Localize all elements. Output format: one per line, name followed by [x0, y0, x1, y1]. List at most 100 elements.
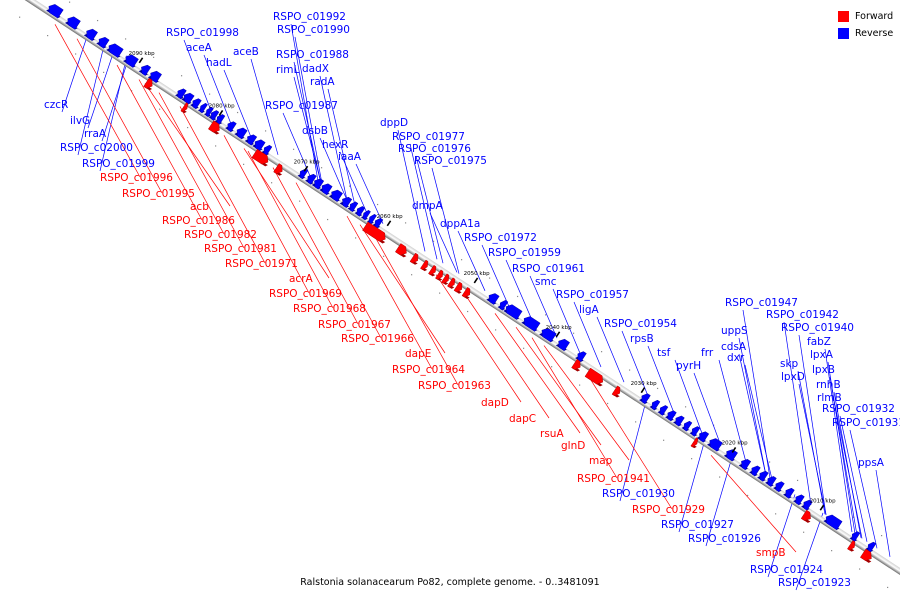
leader-line: [494, 313, 581, 434]
leader-line: [839, 415, 868, 542]
forward-gene: [447, 277, 456, 289]
axis-dot: [68, 1, 71, 3]
forward-gene-label: RSPO_c01964: [392, 364, 465, 376]
reverse-gene-label: RSPO_c01923: [778, 577, 851, 589]
axis-dot: [208, 93, 211, 95]
reverse-gene: [497, 300, 509, 311]
forward-gene: [441, 273, 450, 285]
forward-gene: [420, 259, 429, 272]
reverse-gene-label: dmpA: [412, 200, 444, 212]
forward-gene: [571, 359, 581, 372]
leader-line: [718, 359, 747, 463]
leader-line: [596, 316, 625, 383]
reverse-gene-label: hadL: [206, 57, 232, 69]
reverse-gene: [261, 145, 273, 156]
forward-gene-label: RSPO_c01941: [577, 473, 650, 485]
reverse-gene-label: rraA: [84, 128, 107, 140]
reverse-swatch: [838, 28, 849, 39]
reverse-gene-label: smc: [535, 276, 557, 288]
forward-gene-label: RSPO_c01969: [269, 288, 342, 300]
forward-gene-label: RSPO_c01968: [293, 303, 366, 315]
axis-dots: [19, 1, 889, 589]
axis-dot: [355, 237, 357, 239]
scale-tick: [138, 57, 144, 64]
scale-tick: [386, 220, 392, 227]
axis-dot: [824, 498, 827, 500]
reverse-gene: [555, 338, 570, 352]
scale-tick-label: 2080 kbp: [209, 104, 235, 110]
leader-line: [223, 135, 310, 294]
reverse-gene-label: fabZ: [807, 336, 831, 348]
reverse-gene: [214, 114, 226, 125]
genome-caption: Ralstonia solanacearum Po82, complete ge…: [300, 577, 600, 588]
reverse-gene: [225, 121, 237, 133]
axis-dot: [579, 384, 581, 386]
reverse-gene-label: lpxB: [812, 364, 835, 376]
leader-line: [294, 36, 323, 184]
axis-dot: [376, 203, 379, 206]
axis-dot: [404, 222, 407, 224]
axis-dot: [859, 568, 861, 570]
axis-dot: [348, 185, 351, 187]
forward-gene: [273, 163, 283, 176]
reverse-gene: [696, 431, 710, 443]
leader-line: [705, 453, 734, 547]
reverse-gene-label: rlmB: [817, 392, 842, 404]
reverse-gene-label: frr: [701, 347, 714, 359]
scale-tick: [218, 109, 224, 116]
reverse-gene-label: radA: [310, 76, 335, 88]
reverse-gene: [765, 476, 777, 487]
leader-line: [457, 230, 486, 291]
axis-dot: [152, 56, 155, 58]
leader-line: [409, 143, 438, 260]
leader-line: [586, 373, 673, 510]
leader-line: [87, 47, 116, 129]
forward-gene-label: acrA: [289, 273, 314, 285]
legend: Forward Reverse: [838, 8, 893, 42]
reverse-gene: [106, 43, 124, 58]
leader-line: [223, 69, 252, 138]
leader-line: [293, 61, 322, 184]
forward-gene: [800, 509, 811, 523]
leader-line: [359, 224, 446, 354]
reverse-gene: [657, 405, 669, 416]
scale-tick: [555, 331, 561, 338]
reverse-gene: [681, 420, 693, 432]
reverse-gene-label: RSPO_c01927: [661, 519, 734, 531]
forward-gene-label: rsuA: [540, 428, 564, 440]
axis-dot: [880, 535, 883, 537]
leader-line: [531, 337, 618, 479]
forward-gene: [180, 102, 189, 114]
reverse-gene: [234, 127, 248, 140]
forward-gene: [860, 548, 872, 563]
reverse-gene: [354, 206, 366, 217]
forward-gene-label: RSPO_c01966: [341, 333, 414, 345]
axis-dot: [607, 402, 609, 405]
forward-gene: [409, 252, 419, 265]
leader-line: [76, 38, 163, 194]
forward-gene: [584, 367, 603, 387]
reverse-gene-label: RSPO_c01972: [464, 232, 537, 244]
reverse-gene-label: czcR: [44, 99, 68, 111]
axis-dot: [299, 200, 301, 202]
reverse-gene: [521, 316, 541, 332]
leader-line: [674, 359, 703, 434]
leader-line: [250, 58, 279, 155]
forward-gene-label: RSPO_c01971: [225, 258, 298, 270]
leader-line: [742, 309, 771, 479]
leader-line: [429, 212, 458, 273]
leader-line: [61, 30, 90, 113]
reverse-gene-label: cdsA: [721, 341, 747, 353]
leader-line: [339, 151, 368, 214]
leader-line: [529, 275, 558, 339]
reverse-gene-label: RSPO_c01931: [832, 417, 900, 429]
axis-dot: [215, 145, 217, 147]
axis-dot: [271, 182, 273, 184]
reverse-gene: [793, 494, 805, 506]
axis-dot: [691, 458, 693, 460]
leader-line: [829, 376, 858, 536]
forward-gene-label: RSPO_c01963: [418, 380, 491, 392]
leader-line: [463, 292, 550, 419]
reverse-gene-label: dadX: [302, 63, 329, 75]
reverse-gene: [366, 213, 377, 225]
